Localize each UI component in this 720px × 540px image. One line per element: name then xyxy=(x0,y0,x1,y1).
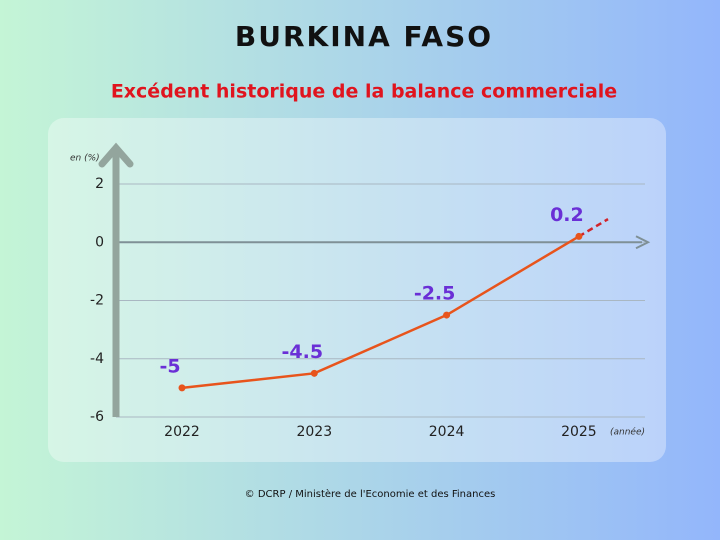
x-tick-label: 2024 xyxy=(429,424,465,440)
panel xyxy=(48,118,666,462)
y-tick-label: 0 xyxy=(95,234,104,250)
point xyxy=(310,369,318,377)
line xyxy=(181,235,580,390)
point xyxy=(178,384,186,392)
y-tick-label: -6 xyxy=(90,409,104,425)
y-tick-label: -4 xyxy=(90,351,104,367)
x-axis-arrow xyxy=(635,235,651,250)
x-tick-label: 2022 xyxy=(164,424,200,440)
y-axis-label: en (%) xyxy=(70,154,100,164)
chart-subtitle: Excédent historique de la balance commer… xyxy=(111,81,617,103)
value-label: -2.5 xyxy=(414,283,456,305)
y-tick-label: -2 xyxy=(90,293,104,309)
projection xyxy=(578,218,609,238)
value-label: -4.5 xyxy=(282,341,324,363)
x-tick-label: 2025 xyxy=(561,424,597,440)
y-axis-arrow xyxy=(98,142,134,168)
value-label: 0.2 xyxy=(550,204,584,226)
source: © DCRP / Ministère de l'Economie et des … xyxy=(245,488,496,500)
point xyxy=(575,232,583,240)
x-tick-label: 2023 xyxy=(296,424,332,440)
point xyxy=(443,311,451,319)
chart-title: BURKINA FASO xyxy=(235,20,493,53)
value-label: -5 xyxy=(159,355,180,377)
y-tick-label: 2 xyxy=(95,176,104,192)
x-axis-label: (année) xyxy=(610,427,645,438)
